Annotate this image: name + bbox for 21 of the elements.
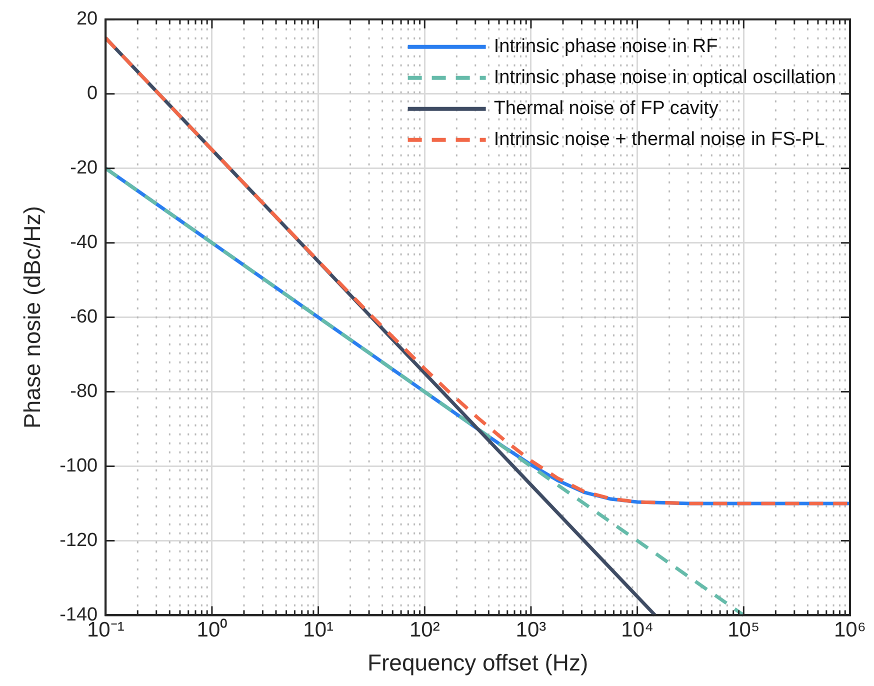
y-tick-label: -80 [70, 381, 98, 402]
y-tick-label: -40 [70, 232, 98, 254]
y-axis-title: Phase nosie (dBc/Hz) [19, 206, 46, 429]
y-tick-label: -20 [70, 158, 98, 179]
x-tick-label: 10¹ [303, 618, 334, 642]
x-tick-label: 10⁶ [834, 618, 866, 642]
legend-label: Intrinsic noise + thermal noise in FS-PL [494, 129, 825, 150]
legend-label: Intrinsic phase noise in RF [494, 36, 718, 58]
legend-label: Thermal noise of FP cavity [494, 98, 719, 120]
y-tick-label: 0 [87, 83, 98, 104]
x-tick-label: 10⁰ [196, 618, 228, 642]
legend-label: Intrinsic phase noise in optical oscillation [494, 67, 836, 88]
y-tick-label: -100 [60, 455, 98, 476]
y-tick-label: 20 [76, 8, 98, 30]
x-tick-label: 10⁵ [728, 618, 760, 642]
x-tick-label: 10⁴ [621, 618, 654, 642]
y-tick-label: -120 [60, 530, 98, 551]
x-tick-label: 10² [409, 618, 440, 642]
x-axis-title: Frequency offset (Hz) [367, 650, 588, 676]
y-tick-label: -60 [70, 306, 98, 328]
x-tick-label: 10³ [516, 618, 546, 642]
